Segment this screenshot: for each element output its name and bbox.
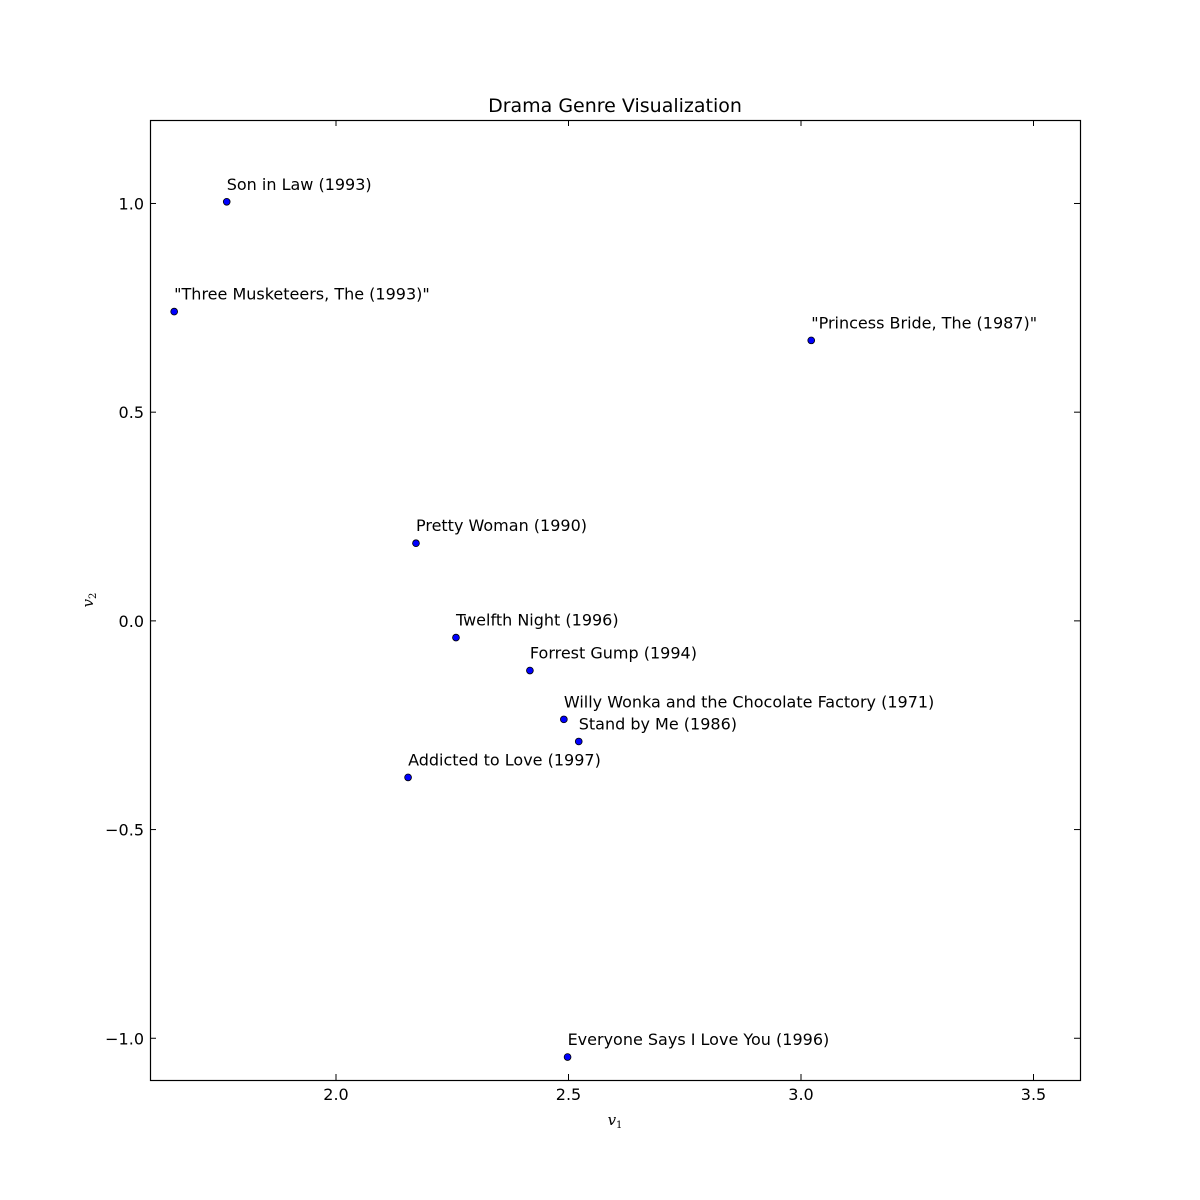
x-tick-label: 2.5 bbox=[556, 1085, 581, 1104]
x-axis-label: v1 bbox=[608, 1111, 623, 1131]
data-point bbox=[526, 666, 534, 675]
data-point bbox=[222, 198, 231, 206]
x-tick-label: 2.0 bbox=[323, 1085, 348, 1104]
point-label: Son in Law (1993) bbox=[227, 175, 372, 194]
axis-ticks: 2.0 2.5 3.0 3.5 −1.0 −0.5 0.0 0.5 1.0 bbox=[105, 120, 1080, 1104]
y-axis-label-base: v bbox=[79, 598, 97, 607]
plot-frame bbox=[149, 119, 1082, 1082]
data-point bbox=[412, 539, 420, 548]
x-axis-label-sub: 1 bbox=[616, 1120, 622, 1131]
y-axis-label-sub: 2 bbox=[88, 593, 99, 599]
data-point bbox=[560, 715, 568, 724]
data-point bbox=[170, 307, 178, 316]
point-label: Forrest Gump (1994) bbox=[530, 644, 697, 663]
x-axis-label-base: v bbox=[608, 1111, 617, 1129]
data-point bbox=[574, 737, 583, 746]
y-tick-label: 0.5 bbox=[119, 403, 144, 422]
point-label: Twelfth Night (1996) bbox=[455, 611, 619, 630]
point-label: "Princess Bride, The (1987)" bbox=[811, 313, 1037, 332]
y-axis-label: v2 bbox=[79, 593, 99, 608]
y-tick-label: −1.0 bbox=[105, 1029, 144, 1048]
point-label: Everyone Says I Love You (1996) bbox=[568, 1030, 830, 1049]
data-point bbox=[452, 633, 460, 642]
x-tick-label: 3.5 bbox=[1021, 1085, 1046, 1104]
plot-marks: Son in Law (1993) "Three Musketeers, The … bbox=[170, 175, 1037, 1061]
data-point bbox=[807, 336, 816, 345]
chart-title: Drama Genre Visualization bbox=[488, 95, 742, 117]
y-tick-label: −0.5 bbox=[105, 821, 144, 840]
y-tick-label: 0.0 bbox=[119, 612, 144, 631]
point-label: Stand by Me (1986) bbox=[579, 714, 737, 733]
point-label: "Three Musketeers, The (1993)" bbox=[174, 285, 430, 304]
x-tick-label: 3.0 bbox=[788, 1085, 813, 1104]
point-label: Addicted to Love (1997) bbox=[408, 750, 601, 769]
y-tick-label: 1.0 bbox=[119, 194, 144, 213]
point-label: Willy Wonka and the Chocolate Factory (1… bbox=[564, 692, 934, 711]
data-point bbox=[404, 773, 412, 782]
point-label: Pretty Woman (1990) bbox=[416, 516, 587, 535]
data-point bbox=[563, 1053, 572, 1061]
